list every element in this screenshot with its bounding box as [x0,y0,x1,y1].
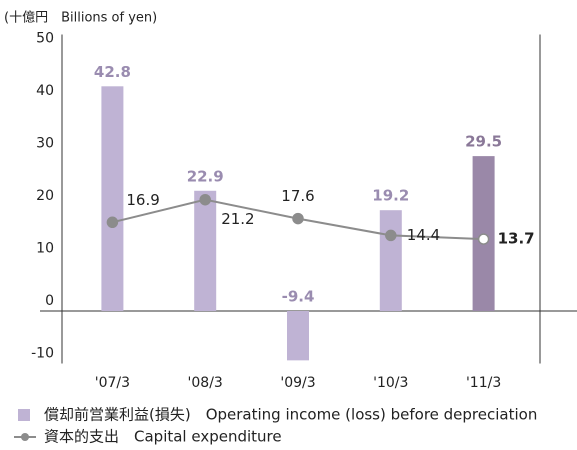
y-tick-label: -10 [31,346,54,362]
line-value-label: 14.4 [407,226,440,244]
legend-marker [21,433,29,441]
x-tick-label: '11/3 [466,375,501,391]
bar [101,86,124,311]
y-tick-label: 20 [36,188,54,204]
bar-value-label: 29.5 [465,133,502,151]
legend-label: 償却前営業利益(損失) Operating income (loss) befo… [44,406,537,424]
bar [287,311,309,361]
line-marker [292,212,304,225]
bar-value-label: 22.9 [187,167,224,185]
legend-label: 資本的支出 Capital expenditure [44,428,282,446]
line-value-label: 21.2 [221,210,254,228]
bar-value-label: 42.8 [94,63,131,81]
line-marker [385,229,397,242]
legend-swatch [18,409,30,421]
line-value-label: 13.7 [498,230,535,248]
x-tick-label: '07/3 [95,375,130,391]
line-marker [106,216,119,229]
y-tick-label: 50 [36,31,54,47]
line-value-label: 17.6 [281,187,314,205]
line-value-label: 16.9 [126,191,159,209]
bar [379,210,402,311]
x-tick-label: '10/3 [373,375,408,391]
x-tick-label: '09/3 [280,375,315,391]
bar-value-label: -9.4 [282,288,315,306]
x-tick-label: '08/3 [188,375,223,391]
unit-label: (十億円 Billions of yen) [4,10,157,26]
y-tick-label: 40 [36,83,54,99]
y-tick-label: 0 [45,293,54,309]
y-tick-label: 30 [36,136,54,152]
line-marker [199,193,211,206]
bar [194,190,217,311]
bar-value-label: 19.2 [372,187,409,205]
line-marker [477,233,490,245]
y-tick-label: 10 [36,241,54,257]
